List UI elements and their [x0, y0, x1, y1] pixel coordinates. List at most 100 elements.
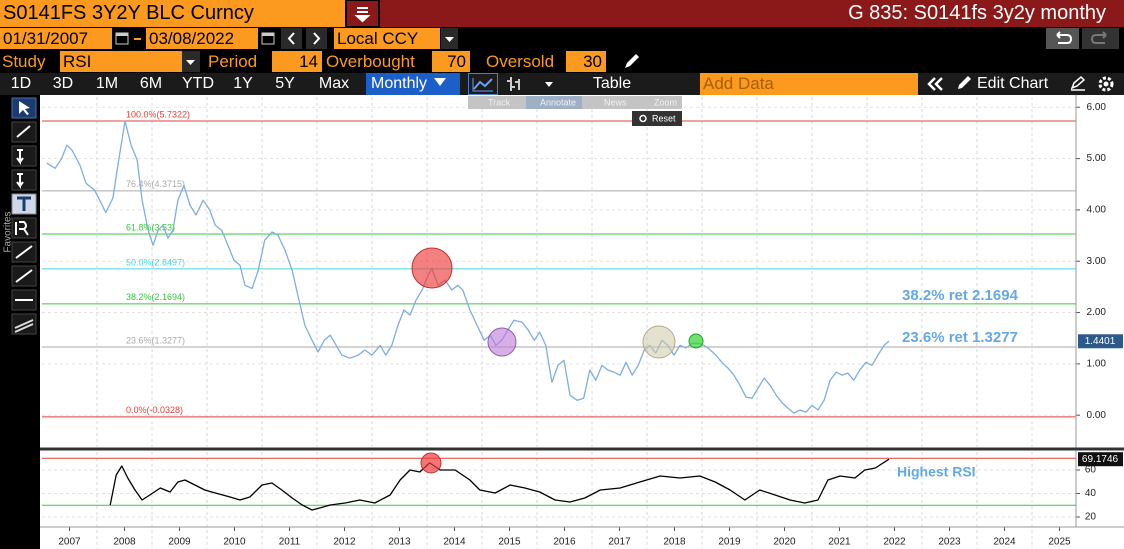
annotate-highlight: [526, 96, 582, 109]
fib-level-label: 0.0%(-0.0328): [126, 405, 183, 415]
frequency-button[interactable]: Monthly: [366, 73, 460, 95]
mini-toolbar-item: News: [604, 97, 627, 107]
oversold-label: Oversold: [486, 52, 555, 71]
options-button[interactable]: [1066, 73, 1090, 95]
x-tick-label: 2008: [113, 537, 136, 548]
range-button[interactable]: 1D: [10, 75, 32, 92]
highlight-marker: [642, 325, 676, 359]
prev-button[interactable]: [281, 28, 302, 49]
favorites-label: Favorites: [3, 211, 14, 252]
table-button[interactable]: Table: [592, 75, 632, 92]
x-tick-label: 2010: [223, 537, 246, 548]
y-tick-label: 40: [1085, 488, 1097, 499]
calendar-icon: [261, 32, 275, 45]
range-button[interactable]: 3D: [52, 75, 74, 92]
chart-type-dropdown[interactable]: [534, 73, 564, 95]
highlight-marker: [688, 333, 704, 349]
plot-background: [40, 95, 1124, 549]
x-tick-label: 2017: [608, 537, 631, 548]
ray-icon: [15, 221, 29, 236]
data-line: [46, 120, 890, 414]
last-value-tag: [1078, 452, 1123, 467]
edit-chart-button[interactable]: Edit Chart: [952, 73, 1062, 95]
last-value-label: 1.4401: [1085, 336, 1116, 347]
highlight-marker: [411, 247, 453, 289]
y-tick-label: 4.00: [1087, 205, 1107, 216]
y-tick-label: 2.00: [1087, 307, 1107, 318]
y-tick-label: 1.00: [1087, 359, 1107, 370]
range-button[interactable]: 6M: [139, 75, 163, 92]
x-tick-label: 2019: [718, 537, 741, 548]
add-data-field[interactable]: Add Data: [700, 73, 918, 95]
range-button[interactable]: 5Y: [275, 75, 295, 92]
pointer-icon: [19, 101, 30, 115]
study-edit[interactable]: [620, 51, 642, 72]
period-field[interactable]: 14: [272, 51, 322, 72]
study-dropdown[interactable]: [182, 51, 200, 72]
frequency-label: Monthly: [371, 75, 428, 92]
x-tick-label: 2024: [993, 537, 1016, 548]
fib-level-label: 50.0%(2.8497): [126, 257, 185, 267]
percent-tool[interactable]: [11, 145, 37, 167]
highlight-marker: [487, 327, 517, 357]
security-menu[interactable]: [347, 1, 378, 26]
next-button[interactable]: [306, 28, 327, 49]
currency-field[interactable]: Local CCY: [334, 28, 440, 49]
start-calendar[interactable]: [113, 28, 131, 49]
dollar-tool[interactable]: [11, 169, 37, 191]
redo-button[interactable]: [1082, 28, 1119, 49]
x-tick-label: 2020: [773, 537, 796, 548]
fib-level-label: 23.6%(1.3277): [126, 335, 185, 345]
y-tick-label: 3.00: [1087, 256, 1107, 267]
y-tick-label: 5.00: [1087, 153, 1107, 164]
function-title: G 835: S0141fs 3y2y monthy: [380, 0, 1124, 27]
fib-level-label: 76.4%(4.3715): [126, 179, 185, 189]
range-button[interactable]: 1Y: [233, 75, 253, 92]
reset-icon: [639, 114, 647, 123]
overbought-field[interactable]: 70: [432, 51, 470, 72]
undo-button[interactable]: [1046, 28, 1079, 49]
range-button[interactable]: Max: [318, 75, 350, 92]
range-button[interactable]: 1M: [95, 75, 119, 92]
percent-icon: [16, 149, 24, 165]
y-tick-label: 20: [1085, 512, 1097, 523]
start-date[interactable]: 01/31/2007: [0, 28, 112, 49]
last-value-tag: [1078, 334, 1123, 349]
mini-toolbar-item: Zoom: [654, 97, 677, 107]
annotation: 38.2% ret 2.1694: [902, 287, 1019, 304]
reset-label: Reset: [652, 113, 676, 123]
x-tick-label: 2011: [279, 537, 301, 548]
x-tick-label: 2022: [883, 537, 906, 548]
y-tick-label: 0.00: [1087, 410, 1107, 421]
x-tick-label: 2023: [938, 537, 961, 548]
end-date[interactable]: 03/08/2022: [146, 28, 258, 49]
draw-icon: [16, 125, 31, 138]
x-tick-label: 2018: [663, 537, 686, 548]
x-tick-label: 2016: [553, 537, 576, 548]
fib-icon: [14, 319, 34, 333]
bar-chart-button[interactable]: [501, 73, 529, 95]
y-tick-label: 6.00: [1087, 102, 1107, 113]
text-icon: [17, 196, 31, 211]
fib-level-label: 61.8%(3.53): [126, 222, 175, 232]
annotation: 23.6% ret 1.3277: [902, 329, 1018, 346]
mini-toolbar-item: Annotate: [540, 97, 576, 107]
currency-dropdown[interactable]: [441, 28, 458, 49]
end-calendar[interactable]: [259, 28, 277, 49]
period-label: Period: [208, 52, 258, 71]
study-field[interactable]: RSI: [60, 51, 182, 72]
line-chart-button[interactable]: [468, 73, 498, 95]
reset-button: [632, 111, 682, 126]
channel-icon: [15, 269, 33, 283]
edit-icon: [958, 76, 971, 89]
settings-button[interactable]: [1094, 73, 1118, 95]
collapse-button[interactable]: [924, 73, 948, 95]
range-button[interactable]: YTD: [182, 75, 214, 92]
highlight-marker: [420, 452, 442, 474]
security-field[interactable]: S0141FS 3Y2Y BLC Curncy: [0, 0, 345, 27]
oversold-field[interactable]: 30: [566, 51, 606, 72]
x-tick-label: 2015: [498, 537, 521, 548]
x-tick-label: 2007: [58, 537, 81, 548]
